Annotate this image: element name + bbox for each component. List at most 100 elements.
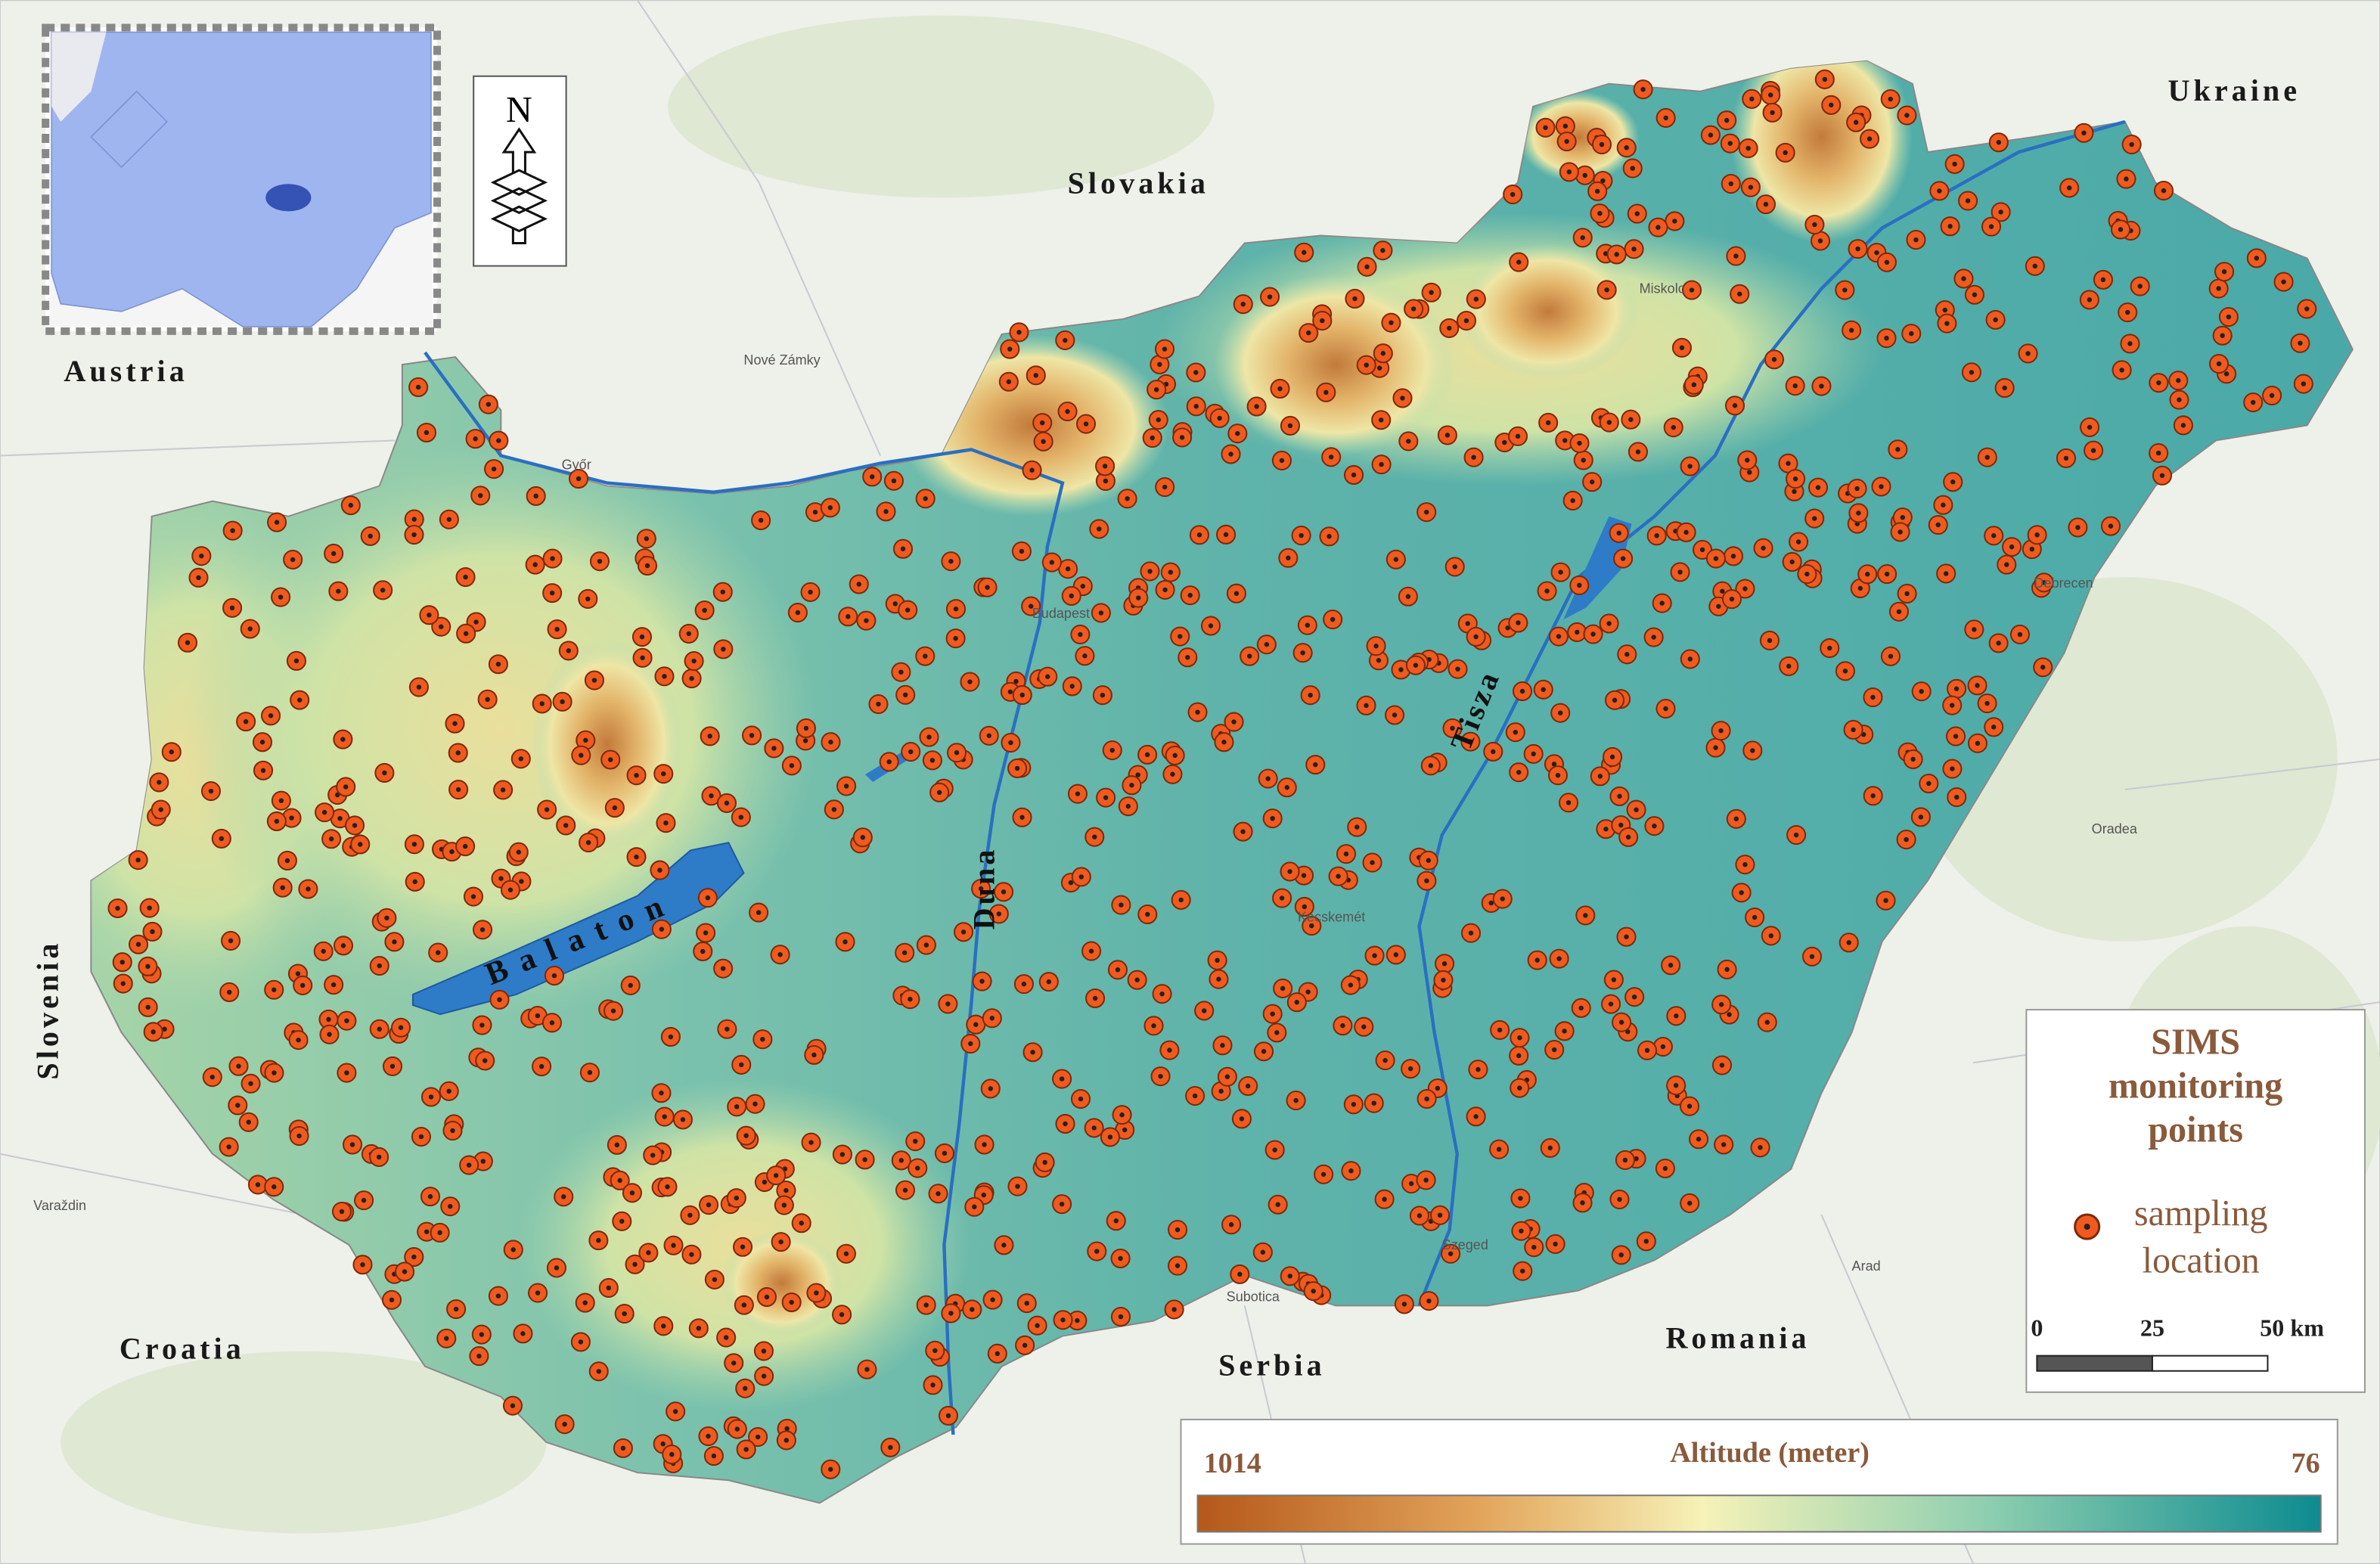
sampling-point-center	[1624, 145, 1629, 151]
sampling-point-center	[902, 692, 908, 698]
sampling-point-center	[1811, 516, 1817, 521]
sampling-point-center	[1103, 478, 1109, 484]
sampling-point-center	[1168, 569, 1174, 575]
sampling-point-center	[1448, 1251, 1454, 1256]
sampling-point-center	[1287, 423, 1293, 429]
sampling-point-center	[1620, 556, 1626, 561]
sampling-point-center	[1545, 420, 1551, 426]
sampling-point-center	[1609, 754, 1615, 760]
sampling-point-center	[1904, 836, 1909, 843]
sampling-point-center	[450, 1128, 455, 1134]
sampling-point-center	[1713, 745, 1718, 750]
sampling-point-center	[923, 1302, 929, 1308]
sampling-point-center	[1789, 559, 1795, 565]
sampling-point-center	[945, 1413, 951, 1419]
sampling-point-center	[1617, 1196, 1622, 1202]
sampling-point-center	[1098, 610, 1104, 616]
sampling-point-center	[1562, 123, 1569, 129]
sampling-point-center	[1354, 824, 1360, 830]
sampling-point-center	[1340, 1022, 1345, 1029]
sampling-point-center	[1179, 435, 1185, 440]
country-label: Slovenia	[30, 940, 64, 1080]
sampling-point-center	[1309, 923, 1314, 929]
sampling-point-center	[535, 1013, 541, 1019]
sampling-point-center	[260, 768, 266, 773]
sampling-point-center	[1021, 981, 1027, 987]
sampling-point-center	[1606, 621, 1612, 626]
sampling-point-center	[1468, 930, 1474, 936]
sampling-point-center	[418, 1134, 424, 1140]
sampling-point-center	[1075, 791, 1081, 796]
city-label: Oradea	[2092, 821, 2138, 836]
sampling-point-center	[1102, 464, 1108, 469]
sampling-point-center	[1033, 373, 1038, 378]
sampling-point-center	[380, 588, 386, 593]
sampling-point-center	[358, 842, 363, 847]
sampling-point-center	[1320, 1171, 1327, 1178]
sampling-point-center	[1729, 596, 1735, 602]
sampling-point-center	[1884, 571, 1890, 577]
sampling-point-center	[334, 792, 340, 798]
sampling-point-center	[1815, 485, 1821, 490]
sampling-point-center	[892, 601, 898, 607]
sampling-point-center	[1441, 977, 1446, 983]
sampling-point-center	[411, 532, 417, 538]
sampling-point-center	[1113, 1218, 1119, 1224]
sampling-point-center	[551, 973, 557, 979]
sampling-point-center	[402, 1269, 408, 1274]
sampling-point-center	[1060, 1317, 1066, 1323]
sampling-point-center	[1904, 113, 1910, 118]
sampling-point-center	[1599, 141, 1605, 147]
sampling-point-center	[1280, 985, 1286, 991]
sampling-point-center	[2221, 269, 2227, 275]
sampling-point-center	[1119, 1112, 1125, 1118]
sampling-point-center	[671, 1243, 676, 1248]
sampling-point-center	[1671, 424, 1676, 430]
sampling-point-center	[2155, 450, 2161, 456]
sampling-point-center	[989, 1016, 995, 1021]
sampling-point-center	[1380, 351, 1386, 356]
sampling-point-center	[743, 1447, 749, 1452]
sampling-point-center	[1625, 834, 1631, 840]
sampling-point-center	[377, 963, 382, 969]
sampling-point-center	[510, 1247, 516, 1252]
sampling-point-center	[2223, 371, 2230, 377]
sampling-point-center	[446, 1088, 451, 1094]
sampling-point-center	[1049, 560, 1055, 565]
sampling-point-center	[864, 618, 869, 623]
sampling-point-center	[945, 1001, 951, 1007]
sampling-point-center	[1364, 703, 1369, 709]
sampling-point-center	[1192, 1093, 1198, 1099]
sampling-point-center	[1750, 748, 1755, 753]
sampling-point-center	[1059, 1076, 1065, 1081]
sampling-point-center	[2216, 286, 2221, 291]
sampling-point-center	[901, 950, 908, 956]
sampling-point-center	[839, 1312, 845, 1317]
sampling-point-center	[1580, 1200, 1585, 1206]
sampling-point-center	[389, 1297, 395, 1303]
sampling-point-center	[1455, 666, 1460, 672]
sampling-point-center	[1628, 417, 1634, 422]
sampling-point-center	[1343, 851, 1349, 857]
sampling-point-center	[1677, 569, 1683, 575]
sampling-point-center	[2220, 333, 2225, 338]
sampling-point-center	[988, 1086, 993, 1091]
altitude-title: Altitude (meter)	[1670, 1437, 1870, 1469]
sampling-point-center	[1624, 651, 1630, 657]
sampling-point-center	[1107, 1134, 1113, 1140]
sampling-point-center	[1178, 634, 1183, 639]
sampling-point-center	[1473, 296, 1479, 302]
legend-title: SIMS monitoring points	[2108, 1023, 2283, 1151]
sampling-point-center	[2034, 532, 2040, 538]
sampling-point-center	[1996, 641, 2001, 646]
sampling-point-center	[1245, 1083, 1251, 1089]
sampling-point-center	[1092, 995, 1098, 1001]
sampling-point-center	[495, 662, 501, 667]
sampling-point-center	[1634, 211, 1640, 216]
sampling-point-center	[930, 1382, 936, 1388]
sampling-point-center	[1393, 557, 1399, 562]
sampling-point-center	[115, 905, 120, 911]
sampling-point-center	[1516, 259, 1522, 265]
city-label: Győr	[562, 458, 591, 473]
